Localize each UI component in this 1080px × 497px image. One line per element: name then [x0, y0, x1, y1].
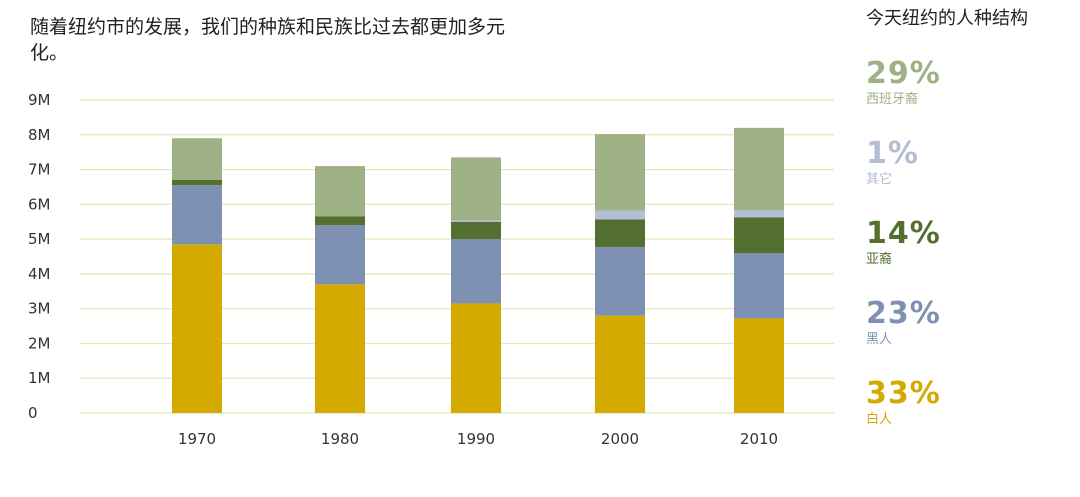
y-tick-label: 0 — [28, 404, 38, 422]
legend-label: 黑人 — [866, 332, 893, 347]
bar-segment — [172, 138, 222, 180]
bar-segment — [595, 315, 645, 413]
chart-plot: 0 1M 2M 3M 4M 5M 6M 7M 8M 9M 1970 1980 1990 2000 2010 — [28, 91, 834, 448]
legend-entry: 29% 西班牙裔 — [866, 58, 941, 108]
legend-percentage: 23% — [866, 296, 941, 331]
bar-segment — [315, 225, 365, 285]
y-tick-label: 6M — [28, 195, 51, 213]
bar-segment — [451, 221, 501, 240]
y-tick-label: 9M — [28, 91, 51, 109]
bar-segment — [451, 303, 501, 413]
legend-percentage: 33% — [866, 376, 941, 411]
bar-segment — [734, 127, 784, 211]
bar-segment — [172, 244, 222, 413]
y-tick-label: 5M — [28, 230, 51, 248]
x-tick-label: 2000 — [601, 430, 639, 448]
legend-percentage: 29% — [866, 56, 941, 91]
bar-segment — [595, 247, 645, 316]
y-tick-label: 7M — [28, 161, 51, 179]
x-tick-label: 1990 — [457, 430, 495, 448]
x-tick-label: 1970 — [178, 430, 216, 448]
chart-title: 随着纽约市的发展，我们的种族和民族比过去都更加多元化。 — [30, 16, 506, 64]
bar-segment — [451, 239, 501, 304]
legend-label: 白人 — [866, 412, 893, 427]
legend-entry: 23% 黑人 — [866, 298, 941, 348]
y-tick-label: 8M — [28, 126, 51, 144]
bar-segment — [172, 185, 222, 245]
legend-entry: 33% 白人 — [866, 378, 941, 428]
bar-segment — [451, 219, 501, 222]
y-tick-label: 2M — [28, 334, 51, 352]
bar-segment — [734, 217, 784, 254]
legend-entry: 1% 其它 — [866, 138, 919, 188]
y-tick-label: 4M — [28, 265, 51, 283]
legend-percentage: 14% — [866, 216, 941, 251]
legend-title: 今天纽约的人种结构 — [866, 8, 1028, 29]
y-tick-label: 3M — [28, 300, 51, 318]
bar-segment — [172, 179, 222, 186]
bar-segment — [595, 134, 645, 211]
bar-segment — [734, 253, 784, 319]
bar-segment — [315, 216, 365, 226]
bar-segment — [734, 210, 784, 218]
legend: 今天纽约的人种结构 29% 西班牙裔 1% 其它 14% 亚裔 23% 黑人 33% 白人 — [866, 8, 1066, 427]
legend-label: 其它 — [866, 172, 893, 187]
y-tick-label: 1M — [28, 369, 51, 387]
legend-percentage: 1% — [866, 136, 919, 171]
bar-segment — [595, 210, 645, 220]
x-tick-label: 2010 — [740, 430, 778, 448]
legend-label: 西班牙裔 — [866, 92, 919, 107]
bar-segment — [734, 318, 784, 413]
legend-entry: 14% 亚裔 — [866, 218, 941, 268]
legend-label: 亚裔 — [866, 252, 893, 267]
bar-segment — [315, 166, 365, 217]
bar-segment — [451, 157, 501, 220]
x-tick-label: 1980 — [321, 430, 359, 448]
bar-segment — [595, 219, 645, 248]
bar-segment — [315, 284, 365, 413]
